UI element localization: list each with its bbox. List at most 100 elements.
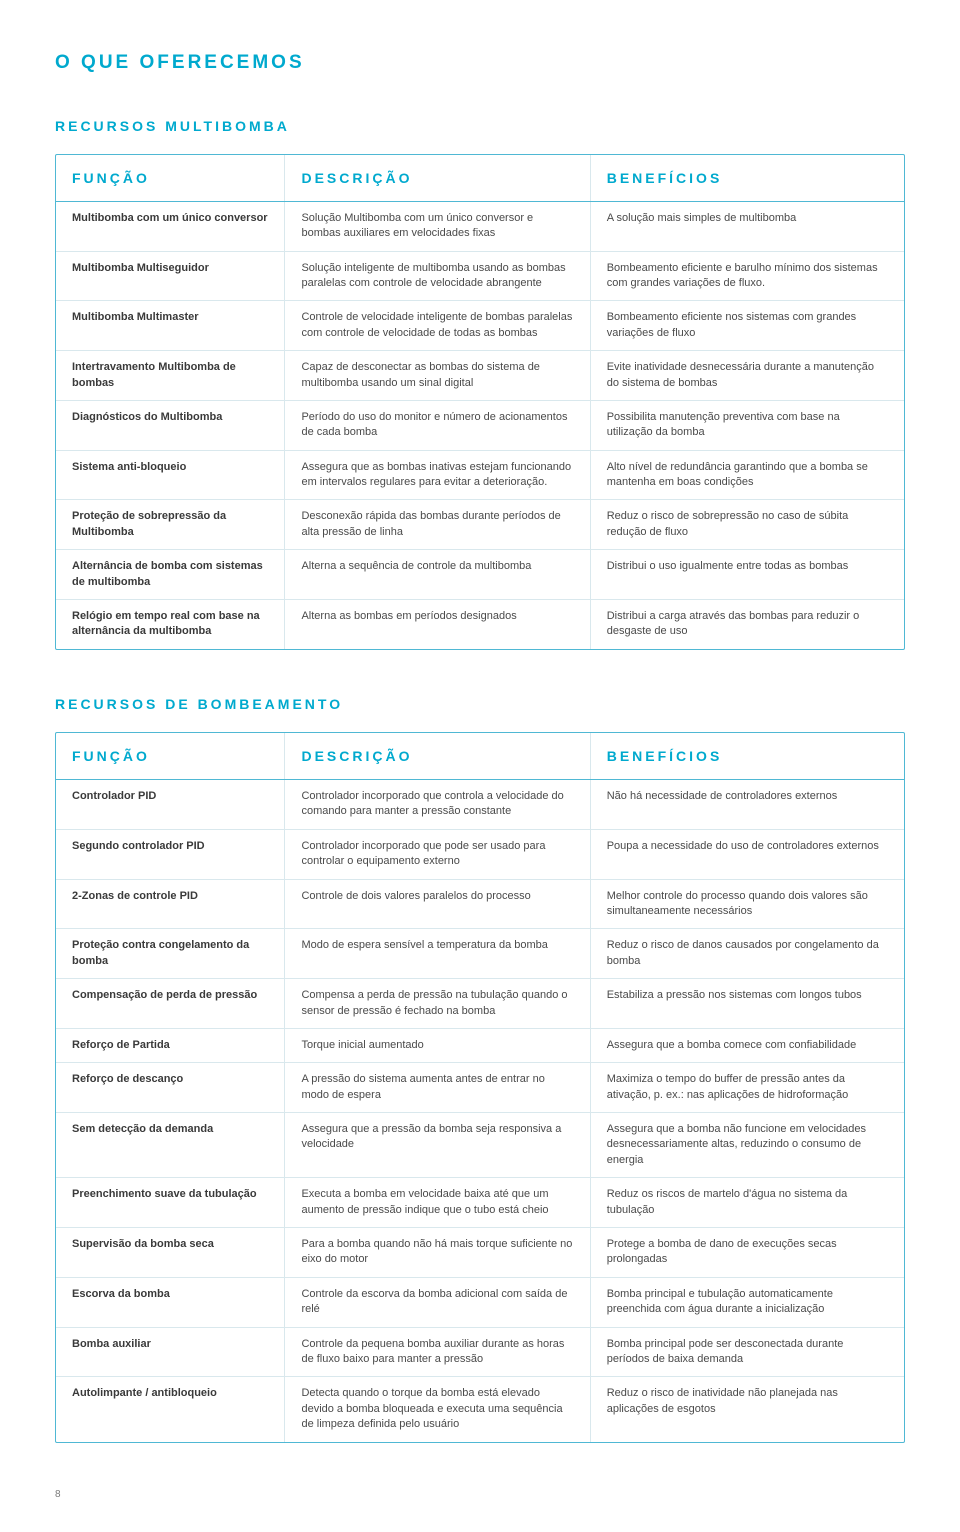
th-func: FUNÇÃO — [56, 733, 285, 779]
th-desc: DESCRIÇÃO — [285, 733, 590, 779]
th-func: FUNÇÃO — [56, 155, 285, 201]
cell-func: Escorva da bomba — [56, 1277, 285, 1327]
cell-ben: Assegura que a bomba comece com confiabi… — [590, 1028, 904, 1062]
cell-desc: Para a bomba quando não há mais torque s… — [285, 1228, 590, 1278]
table-row: 2-Zonas de controle PIDControle de dois … — [56, 879, 904, 929]
table-row: Proteção contra congelamento da bombaMod… — [56, 929, 904, 979]
table-row: Supervisão da bomba secaPara a bomba qua… — [56, 1228, 904, 1278]
cell-func: Reforço de Partida — [56, 1028, 285, 1062]
table-row: Sem detecção da demandaAssegura que a pr… — [56, 1113, 904, 1178]
cell-ben: Poupa a necessidade do uso de controlado… — [590, 829, 904, 879]
cell-func: 2-Zonas de controle PID — [56, 879, 285, 929]
table-row: Multibomba MultimasterControle de veloci… — [56, 301, 904, 351]
cell-func: Intertravamento Multibomba de bombas — [56, 351, 285, 401]
cell-desc: Período do uso do monitor e número de ac… — [285, 400, 590, 450]
cell-func: Proteção contra congelamento da bomba — [56, 929, 285, 979]
section2-table: FUNÇÃO DESCRIÇÃO BENEFÍCIOS Controlador … — [56, 733, 904, 1441]
table-row: Controlador PIDControlador incorporado q… — [56, 780, 904, 830]
cell-func: Sistema anti-bloqueio — [56, 450, 285, 500]
table-row: Preenchimento suave da tubulaçãoExecuta … — [56, 1178, 904, 1228]
cell-ben: Evite inatividade desnecessária durante … — [590, 351, 904, 401]
cell-ben: Protege a bomba de dano de execuções sec… — [590, 1228, 904, 1278]
cell-ben: Reduz o risco de sobrepressão no caso de… — [590, 500, 904, 550]
section1-table-wrap: FUNÇÃO DESCRIÇÃO BENEFÍCIOS Multibomba c… — [55, 154, 905, 650]
cell-ben: Maximiza o tempo do buffer de pressão an… — [590, 1063, 904, 1113]
cell-ben: Não há necessidade de controladores exte… — [590, 780, 904, 830]
cell-desc: Controle de dois valores paralelos do pr… — [285, 879, 590, 929]
th-ben: BENEFÍCIOS — [590, 733, 904, 779]
cell-desc: Assegura que as bombas inativas estejam … — [285, 450, 590, 500]
cell-ben: Reduz os riscos de martelo d'água no sis… — [590, 1178, 904, 1228]
cell-func: Segundo controlador PID — [56, 829, 285, 879]
cell-ben: A solução mais simples de multibomba — [590, 201, 904, 251]
cell-func: Bomba auxiliar — [56, 1327, 285, 1377]
table-row: Segundo controlador PIDControlador incor… — [56, 829, 904, 879]
section2-title: RECURSOS DE BOMBEAMENTO — [55, 695, 905, 715]
cell-func: Preenchimento suave da tubulação — [56, 1178, 285, 1228]
cell-desc: Controlador incorporado que pode ser usa… — [285, 829, 590, 879]
table-row: Proteção de sobrepressão da MultibombaDe… — [56, 500, 904, 550]
cell-func: Multibomba Multimaster — [56, 301, 285, 351]
cell-desc: Torque inicial aumentado — [285, 1028, 590, 1062]
cell-desc: Modo de espera sensível a temperatura da… — [285, 929, 590, 979]
cell-desc: Alterna as bombas em períodos designados — [285, 600, 590, 649]
table-row: Autolimpante / antibloqueioDetecta quand… — [56, 1377, 904, 1442]
table-row: Escorva da bombaControle da escorva da b… — [56, 1277, 904, 1327]
table-row: Relógio em tempo real com base na altern… — [56, 600, 904, 649]
cell-func: Proteção de sobrepressão da Multibomba — [56, 500, 285, 550]
table-row: Sistema anti-bloqueioAssegura que as bom… — [56, 450, 904, 500]
cell-ben: Reduz o risco de inatividade não planeja… — [590, 1377, 904, 1442]
cell-func: Relógio em tempo real com base na altern… — [56, 600, 285, 649]
cell-desc: Compensa a perda de pressão na tubulação… — [285, 979, 590, 1029]
cell-func: Compensação de perda de pressão — [56, 979, 285, 1029]
cell-func: Sem detecção da demanda — [56, 1113, 285, 1178]
cell-func: Multibomba com um único conversor — [56, 201, 285, 251]
cell-desc: Solução inteligente de multibomba usando… — [285, 251, 590, 301]
cell-ben: Alto nível de redundância garantindo que… — [590, 450, 904, 500]
section1-table: FUNÇÃO DESCRIÇÃO BENEFÍCIOS Multibomba c… — [56, 155, 904, 649]
cell-func: Multibomba Multiseguidor — [56, 251, 285, 301]
cell-ben: Possibilita manutenção preventiva com ba… — [590, 400, 904, 450]
page-title: O QUE OFERECEMOS — [55, 50, 905, 77]
th-ben: BENEFÍCIOS — [590, 155, 904, 201]
cell-desc: Executa a bomba em velocidade baixa até … — [285, 1178, 590, 1228]
table-row: Reforço de descançoA pressão do sistema … — [56, 1063, 904, 1113]
table-row: Alternância de bomba com sistemas de mul… — [56, 550, 904, 600]
cell-ben: Bombeamento eficiente nos sistemas com g… — [590, 301, 904, 351]
cell-ben: Reduz o risco de danos causados por cong… — [590, 929, 904, 979]
cell-desc: A pressão do sistema aumenta antes de en… — [285, 1063, 590, 1113]
cell-ben: Bomba principal e tubulação automaticame… — [590, 1277, 904, 1327]
cell-desc: Assegura que a pressão da bomba seja res… — [285, 1113, 590, 1178]
section1-title: RECURSOS MULTIBOMBA — [55, 117, 905, 137]
cell-desc: Controle de velocidade inteligente de bo… — [285, 301, 590, 351]
cell-ben: Bombeamento eficiente e barulho mínimo d… — [590, 251, 904, 301]
table-row: Compensação de perda de pressãoCompensa … — [56, 979, 904, 1029]
cell-desc: Solução Multibomba com um único converso… — [285, 201, 590, 251]
table-row: Multibomba MultiseguidorSolução intelige… — [56, 251, 904, 301]
table-row: Reforço de PartidaTorque inicial aumenta… — [56, 1028, 904, 1062]
cell-desc: Detecta quando o torque da bomba está el… — [285, 1377, 590, 1442]
th-desc: DESCRIÇÃO — [285, 155, 590, 201]
cell-ben: Bomba principal pode ser desconectada du… — [590, 1327, 904, 1377]
cell-ben: Estabiliza a pressão nos sistemas com lo… — [590, 979, 904, 1029]
table-row: Intertravamento Multibomba de bombasCapa… — [56, 351, 904, 401]
cell-desc: Controlador incorporado que controla a v… — [285, 780, 590, 830]
cell-desc: Controle da escorva da bomba adicional c… — [285, 1277, 590, 1327]
cell-func: Autolimpante / antibloqueio — [56, 1377, 285, 1442]
cell-ben: Melhor controle do processo quando dois … — [590, 879, 904, 929]
cell-desc: Alterna a sequência de controle da multi… — [285, 550, 590, 600]
cell-func: Controlador PID — [56, 780, 285, 830]
cell-desc: Capaz de desconectar as bombas do sistem… — [285, 351, 590, 401]
cell-ben: Distribui o uso igualmente entre todas a… — [590, 550, 904, 600]
cell-func: Diagnósticos do Multibomba — [56, 400, 285, 450]
table-row: Diagnósticos do MultibombaPeríodo do uso… — [56, 400, 904, 450]
cell-func: Reforço de descanço — [56, 1063, 285, 1113]
cell-ben: Distribui a carga através das bombas par… — [590, 600, 904, 649]
cell-desc: Desconexão rápida das bombas durante per… — [285, 500, 590, 550]
cell-func: Supervisão da bomba seca — [56, 1228, 285, 1278]
table-row: Multibomba com um único conversorSolução… — [56, 201, 904, 251]
section2-table-wrap: FUNÇÃO DESCRIÇÃO BENEFÍCIOS Controlador … — [55, 732, 905, 1442]
cell-func: Alternância de bomba com sistemas de mul… — [56, 550, 285, 600]
cell-ben: Assegura que a bomba não funcione em vel… — [590, 1113, 904, 1178]
table-row: Bomba auxiliarControle da pequena bomba … — [56, 1327, 904, 1377]
